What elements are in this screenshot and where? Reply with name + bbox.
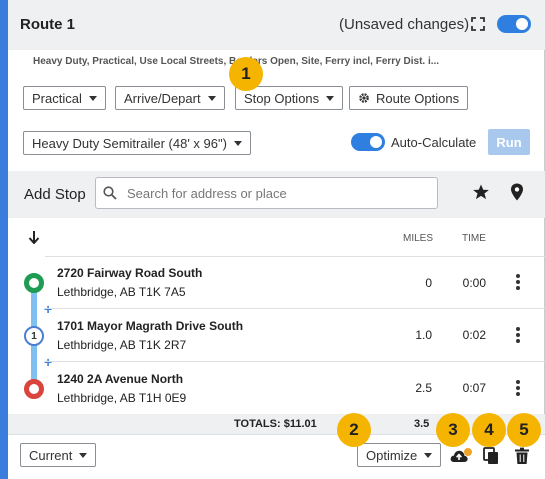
row-divider bbox=[45, 308, 545, 309]
time-column-header: TIME bbox=[462, 233, 486, 244]
vehicle-profile-label: Heavy Duty Semitrailer (48' x 96") bbox=[32, 135, 227, 151]
stop-time: 0:07 bbox=[462, 381, 486, 395]
more-vertical-icon[interactable] bbox=[514, 274, 522, 290]
stop-miles: 1.0 bbox=[415, 328, 432, 342]
current-label: Current bbox=[29, 447, 73, 463]
current-dropdown[interactable]: Current bbox=[20, 443, 97, 467]
vehicle-profile-dropdown[interactable]: Heavy Duty Semitrailer (48' x 96") bbox=[23, 131, 251, 155]
more-vertical-icon[interactable] bbox=[514, 380, 522, 396]
route-visibility-toggle[interactable] bbox=[497, 15, 531, 33]
routing-type-dropdown[interactable]: Practical bbox=[23, 86, 106, 110]
destination-marker bbox=[24, 379, 44, 399]
unsaved-status: (Unsaved changes) bbox=[339, 16, 470, 33]
route-header bbox=[8, 0, 545, 50]
trash-icon[interactable] bbox=[512, 446, 532, 466]
route-options-label: Route Options bbox=[376, 90, 460, 106]
search-icon bbox=[103, 186, 117, 200]
route-accent-bar bbox=[0, 0, 8, 479]
row-divider bbox=[45, 256, 545, 257]
route-options-button[interactable]: Route Options bbox=[349, 86, 469, 110]
star-icon[interactable] bbox=[472, 183, 490, 201]
optimize-dropdown[interactable]: Optimize bbox=[357, 443, 442, 467]
totals-cost: TOTALS: $11.01 bbox=[234, 418, 317, 430]
stop-street[interactable]: 2720 Fairway Road South bbox=[57, 266, 203, 280]
unsaved-indicator-dot bbox=[464, 448, 472, 456]
callout-badge: 4 bbox=[472, 413, 506, 447]
origin-marker bbox=[24, 273, 44, 293]
expand-icon[interactable] bbox=[471, 17, 485, 31]
miles-column-header: MILES bbox=[403, 233, 434, 244]
totals-bar bbox=[8, 414, 545, 434]
search-input[interactable] bbox=[127, 181, 427, 205]
stop-options-label: Stop Options bbox=[244, 90, 320, 106]
row-divider bbox=[45, 361, 545, 362]
chevron-down-icon bbox=[88, 95, 97, 101]
chevron-down-icon bbox=[424, 452, 433, 458]
add-stop-label: Add Stop bbox=[24, 186, 86, 203]
stop-city: Lethbridge, AB T1H 0E9 bbox=[57, 391, 187, 405]
chevron-down-icon bbox=[326, 95, 335, 101]
optimize-label: Optimize bbox=[366, 447, 418, 463]
stop-city: Lethbridge, AB T1K 2R7 bbox=[57, 338, 187, 352]
routing-type-label: Practical bbox=[32, 90, 82, 106]
totals-miles: 3.5 bbox=[414, 418, 430, 430]
callout-badge: 1 bbox=[229, 57, 263, 91]
stop-street[interactable]: 1240 2A Avenue North bbox=[57, 372, 184, 386]
chevron-down-icon bbox=[207, 95, 216, 101]
chevron-down-icon bbox=[79, 452, 88, 458]
stop-marker: 1 bbox=[24, 326, 44, 346]
callout-badge: 5 bbox=[507, 413, 541, 447]
copy-icon[interactable] bbox=[481, 446, 501, 466]
route-title: Route 1 bbox=[20, 16, 76, 33]
insert-stop-plus[interactable]: + bbox=[44, 301, 53, 317]
stop-city: Lethbridge, AB T1K 7A5 bbox=[57, 285, 186, 299]
insert-stop-plus[interactable]: + bbox=[44, 354, 53, 370]
stop-street[interactable]: 1701 Mayor Magrath Drive South bbox=[57, 319, 244, 333]
stop-time: 0:02 bbox=[462, 328, 486, 342]
auto-calculate-toggle[interactable] bbox=[351, 133, 385, 151]
gear-icon bbox=[359, 93, 369, 103]
sort-down-arrow-icon[interactable] bbox=[28, 230, 40, 244]
map-pin-icon[interactable] bbox=[510, 183, 524, 201]
stop-time: 0:00 bbox=[462, 276, 486, 290]
run-button[interactable]: Run bbox=[488, 129, 530, 155]
arrive-depart-dropdown[interactable]: Arrive/Depart bbox=[115, 86, 225, 110]
stop-options-dropdown[interactable]: Stop Options bbox=[235, 86, 344, 110]
callout-badge: 3 bbox=[436, 413, 470, 447]
stop-miles: 0 bbox=[425, 276, 432, 290]
arrive-depart-label: Arrive/Depart bbox=[124, 90, 201, 106]
callout-badge: 2 bbox=[337, 413, 371, 447]
auto-calculate-label: Auto-Calculate bbox=[391, 135, 477, 150]
chevron-down-icon bbox=[233, 140, 242, 146]
more-vertical-icon[interactable] bbox=[514, 327, 522, 343]
cloud-upload-icon[interactable] bbox=[449, 446, 469, 466]
stop-miles: 2.5 bbox=[415, 381, 432, 395]
